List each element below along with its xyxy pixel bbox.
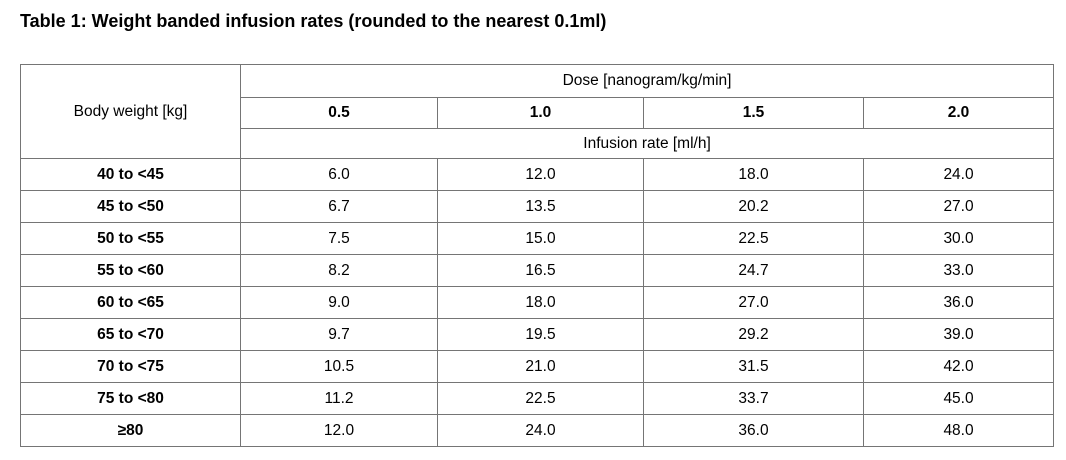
table-row: 60 to <65 9.0 18.0 27.0 36.0	[20, 286, 1055, 319]
infusion-rate-cell: 36.0	[643, 414, 864, 447]
dose-header-row: Body weight [kg] Dose [nanogram/kg/min]	[20, 64, 1055, 159]
body-weight-header-cell: Body weight [kg]	[20, 64, 241, 159]
infusion-rate-cell: 24.0	[862, 158, 1055, 191]
infusion-rate-header-cell: Infusion rate [ml/h]	[239, 128, 1055, 159]
infusion-rate-cell: 15.0	[437, 222, 644, 255]
infusion-rate-cell: 10.5	[240, 350, 438, 383]
table-caption: Table 1: Weight banded infusion rates (r…	[20, 11, 607, 31]
dose-column-header: 2.0	[862, 97, 1055, 129]
infusion-rate-cell: 12.0	[240, 414, 438, 447]
infusion-rate-cell: 22.5	[437, 382, 644, 415]
weight-band-cell: 70 to <75	[20, 350, 241, 383]
table-row: 40 to <45 6.0 12.0 18.0 24.0	[20, 158, 1055, 191]
infusion-rate-cell: 6.7	[240, 190, 438, 223]
weight-band-cell: 40 to <45	[20, 158, 241, 191]
weight-band-cell: 75 to <80	[20, 382, 241, 415]
infusion-rate-cell: 24.7	[643, 254, 864, 287]
infusion-rate-cell: 8.2	[240, 254, 438, 287]
infusion-rate-cell: 12.0	[437, 158, 644, 191]
weight-band-cell: 55 to <60	[20, 254, 241, 287]
dose-column-header: 0.5	[240, 97, 438, 129]
table-row: 55 to <60 8.2 16.5 24.7 33.0	[20, 254, 1055, 287]
infusion-rates-table: Body weight [kg] Dose [nanogram/kg/min] …	[20, 64, 1055, 447]
infusion-rate-cell: 33.7	[643, 382, 864, 415]
infusion-rate-cell: 16.5	[437, 254, 644, 287]
infusion-rate-cell: 20.2	[643, 190, 864, 223]
infusion-rate-cell: 39.0	[862, 318, 1055, 351]
table-row: ≥80 12.0 24.0 36.0 48.0	[20, 414, 1055, 447]
table-row: 75 to <80 11.2 22.5 33.7 45.0	[20, 382, 1055, 415]
table-row: 65 to <70 9.7 19.5 29.2 39.0	[20, 318, 1055, 351]
weight-band-cell: 65 to <70	[20, 318, 241, 351]
infusion-rate-cell: 22.5	[643, 222, 864, 255]
dose-column-header: 1.5	[643, 97, 864, 129]
infusion-rate-cell: 31.5	[643, 350, 864, 383]
infusion-rate-cell: 11.2	[240, 382, 438, 415]
infusion-rate-cell: 30.0	[862, 222, 1055, 255]
infusion-rate-cell: 48.0	[862, 414, 1055, 447]
table-body: 40 to <45 6.0 12.0 18.0 24.0 45 to <50 6…	[20, 158, 1055, 447]
table-header: Body weight [kg] Dose [nanogram/kg/min] …	[20, 64, 1055, 159]
infusion-rate-cell: 27.0	[643, 286, 864, 319]
infusion-rate-cell: 13.5	[437, 190, 644, 223]
dose-values-row: 0.5 1.0 1.5 2.0	[21, 97, 1055, 129]
infusion-rate-cell: 36.0	[862, 286, 1055, 319]
infusion-rate-cell: 19.5	[437, 318, 644, 351]
dose-header-cell: Dose [nanogram/kg/min]	[239, 64, 1055, 98]
infusion-rate-cell: 18.0	[643, 158, 864, 191]
infusion-rate-cell: 45.0	[862, 382, 1055, 415]
infusion-rate-cell: 18.0	[437, 286, 644, 319]
table-row: 50 to <55 7.5 15.0 22.5 30.0	[20, 222, 1055, 255]
weight-band-cell: 45 to <50	[20, 190, 241, 223]
weight-band-cell: 50 to <55	[20, 222, 241, 255]
infusion-rate-cell: 29.2	[643, 318, 864, 351]
infusion-rate-cell: 6.0	[240, 158, 438, 191]
table-row: 45 to <50 6.7 13.5 20.2 27.0	[20, 190, 1055, 223]
dose-column-header: 1.0	[437, 97, 644, 129]
infusion-rate-cell: 42.0	[862, 350, 1055, 383]
infusion-rate-cell: 24.0	[437, 414, 644, 447]
infusion-rate-cell: 21.0	[437, 350, 644, 383]
weight-band-cell: ≥80	[20, 414, 241, 447]
infusion-rate-cell: 9.0	[240, 286, 438, 319]
infusion-rate-cell: 27.0	[862, 190, 1055, 223]
infusion-rate-cell: 9.7	[240, 318, 438, 351]
infusion-rate-cell: 7.5	[240, 222, 438, 255]
weight-band-cell: 60 to <65	[20, 286, 241, 319]
infusion-rate-cell: 33.0	[862, 254, 1055, 287]
infusion-header-row: Infusion rate [ml/h]	[21, 128, 1055, 159]
table-row: 70 to <75 10.5 21.0 31.5 42.0	[20, 350, 1055, 383]
